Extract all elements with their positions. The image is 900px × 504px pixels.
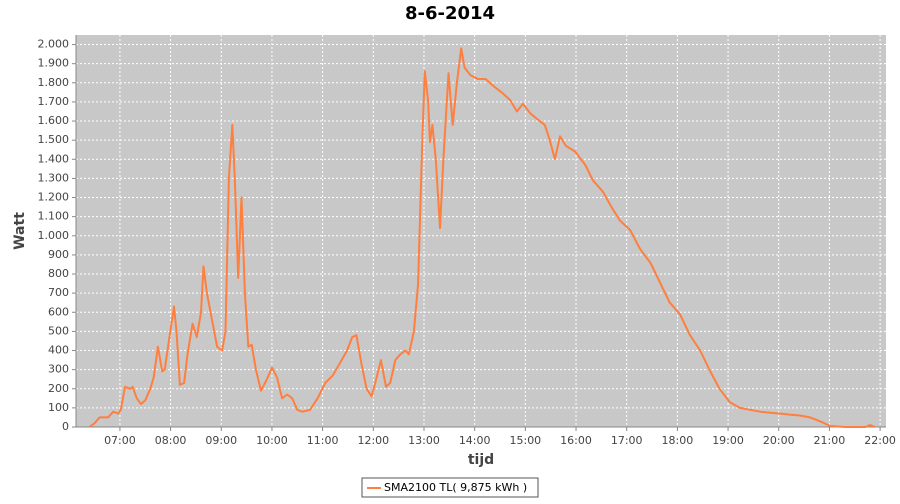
plot-area xyxy=(76,35,886,427)
y-tick-label: 1.200 xyxy=(38,191,70,204)
grid: 0 100 200 300 400 500 600 700 800 900 1.000 1.100 1.… xyxy=(38,35,896,447)
x-tick-label: 19:00 xyxy=(712,434,744,447)
x-tick-label: 07:00 xyxy=(104,434,136,447)
y-tick-label: 100 xyxy=(48,401,69,414)
x-tick-label: 09:00 xyxy=(205,434,237,447)
x-tick-label: 10:00 xyxy=(256,434,288,447)
x-tick-label: 14:00 xyxy=(459,434,491,447)
chart-title: 8-6-2014 xyxy=(405,3,495,24)
legend-label: SMA2100 TL( 9,875 kWh ) xyxy=(384,481,527,494)
y-tick-label: 1.500 xyxy=(38,133,70,146)
x-tick-label: 18:00 xyxy=(662,434,694,447)
y-tick-label: 400 xyxy=(48,344,69,357)
y-tick-label: 800 xyxy=(48,267,69,280)
y-tick-label: 1.100 xyxy=(38,210,70,223)
y-tick-label: 700 xyxy=(48,286,69,299)
y-tick-label: 500 xyxy=(48,324,69,337)
x-axis-label: tijd xyxy=(468,452,494,468)
y-tick-label: 0 xyxy=(62,420,69,433)
y-tick-label: 1.700 xyxy=(38,95,70,108)
x-tick-label: 20:00 xyxy=(763,434,795,447)
x-tick-label: 22:00 xyxy=(864,434,896,447)
y-tick-label: 2.000 xyxy=(38,38,70,51)
y-tick-label: 1.400 xyxy=(38,152,70,165)
y-tick-label: 900 xyxy=(48,248,69,261)
y-axis-label: Watt xyxy=(12,212,28,250)
y-tick-label: 1.000 xyxy=(38,229,70,242)
x-tick-label: 13:00 xyxy=(408,434,440,447)
x-tick-label: 11:00 xyxy=(307,434,339,447)
y-tick-label: 1.300 xyxy=(38,171,70,184)
y-tick-label: 1.600 xyxy=(38,114,70,127)
x-tick-label: 17:00 xyxy=(611,434,643,447)
y-tick-label: 200 xyxy=(48,382,69,395)
x-tick-label: 16:00 xyxy=(560,434,592,447)
x-tick-label: 21:00 xyxy=(814,434,846,447)
x-tick-label: 12:00 xyxy=(357,434,389,447)
y-tick-label: 300 xyxy=(48,363,69,376)
legend-box xyxy=(361,477,539,498)
y-tick-label: 600 xyxy=(48,305,69,318)
x-tick-label: 08:00 xyxy=(155,434,187,447)
series-line xyxy=(88,47,876,428)
y-tick-label: 1.800 xyxy=(38,76,70,89)
legend: SMA2100 TL( 9,875 kWh ) xyxy=(361,477,539,498)
y-tick-label: 1.900 xyxy=(38,57,70,70)
marks xyxy=(88,47,876,428)
x-tick-label: 15:00 xyxy=(509,434,541,447)
